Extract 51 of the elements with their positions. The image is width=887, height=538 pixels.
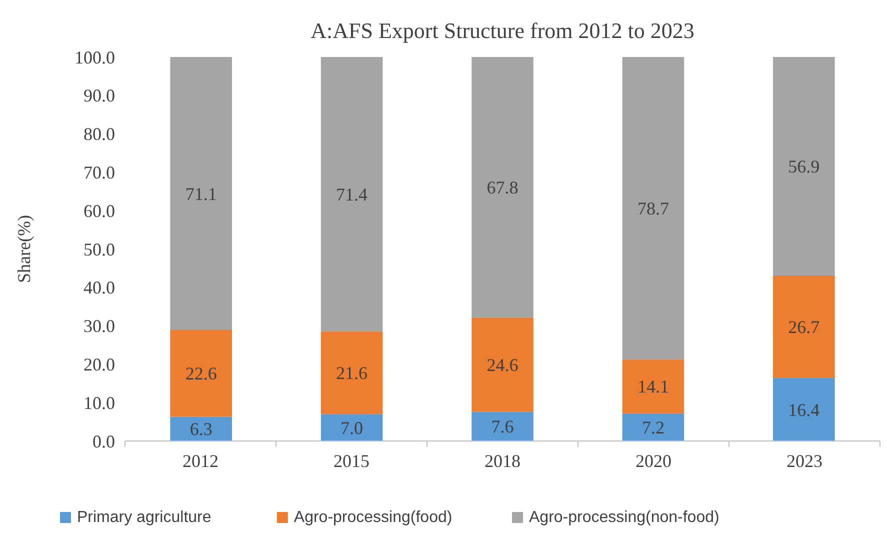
y-tick-label: 30.0 bbox=[84, 316, 115, 336]
bar bbox=[320, 331, 383, 414]
data-label: 71.4 bbox=[336, 184, 368, 204]
x-tick-label: 2023 bbox=[786, 451, 822, 471]
x-tick-label: 2015 bbox=[334, 451, 370, 471]
bar bbox=[622, 359, 684, 414]
x-tick-label: 2018 bbox=[484, 451, 520, 471]
chart-title: A:AFS Export Structure from 2012 to 2023 bbox=[310, 18, 694, 43]
y-tick-label: 100.0 bbox=[74, 47, 115, 68]
data-label: 7.6 bbox=[491, 416, 514, 437]
data-label: 67.8 bbox=[486, 177, 518, 198]
bar bbox=[472, 57, 534, 318]
y-tick-label: 10.0 bbox=[84, 392, 115, 413]
bar bbox=[170, 416, 232, 441]
y-tick-label: 50.0 bbox=[84, 239, 115, 260]
bar bbox=[773, 275, 835, 378]
bar bbox=[472, 412, 534, 441]
bar bbox=[622, 413, 684, 441]
y-tick-label: 80.0 bbox=[84, 124, 115, 144]
data-label: 22.6 bbox=[185, 364, 217, 384]
bar bbox=[170, 57, 232, 330]
bar bbox=[170, 330, 232, 417]
bar bbox=[472, 317, 534, 412]
y-tick-label: 70.0 bbox=[84, 162, 115, 182]
data-label: 26.7 bbox=[788, 317, 820, 338]
y-axis-title: Share(%) bbox=[14, 215, 34, 283]
data-label: 24.6 bbox=[486, 354, 518, 375]
legend-label: Primary agriculture bbox=[77, 509, 212, 526]
x-tick-label: 2012 bbox=[182, 451, 218, 471]
bar bbox=[622, 57, 684, 360]
data-label: 56.9 bbox=[788, 156, 820, 177]
y-tick-label: 0.0 bbox=[92, 431, 115, 452]
bar bbox=[773, 378, 835, 441]
legend-label: Agro-processing(non-food) bbox=[529, 509, 720, 526]
y-tick-label: 60.0 bbox=[84, 200, 115, 221]
x-tick-label: 2020 bbox=[636, 451, 672, 471]
bar bbox=[320, 57, 383, 332]
y-tick-label: 40.0 bbox=[84, 278, 115, 298]
data-label: 78.7 bbox=[637, 198, 669, 218]
y-tick-label: 20.0 bbox=[84, 354, 115, 374]
data-label: 14.1 bbox=[637, 376, 669, 397]
data-label: 7.0 bbox=[340, 418, 364, 438]
data-label: 16.4 bbox=[788, 400, 820, 420]
data-label: 6.3 bbox=[190, 419, 212, 440]
legend-label: Agro-processing(food) bbox=[294, 509, 452, 526]
y-tick-label: 90.0 bbox=[84, 86, 115, 106]
data-label: 21.6 bbox=[336, 362, 368, 383]
data-label: 7.2 bbox=[642, 417, 664, 438]
data-label: 71.1 bbox=[185, 184, 217, 204]
bar bbox=[773, 57, 835, 276]
bar bbox=[320, 414, 383, 441]
